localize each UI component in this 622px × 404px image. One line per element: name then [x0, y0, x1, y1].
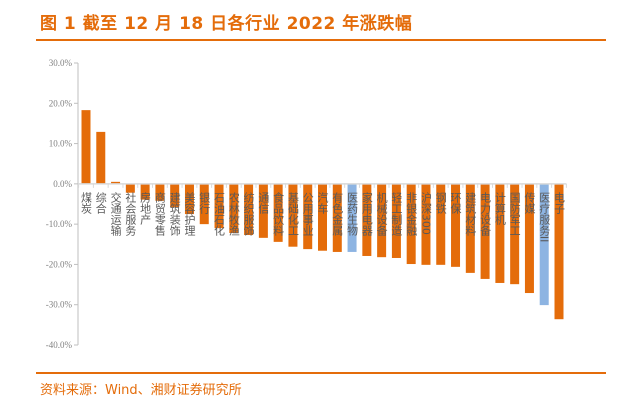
category-label: 有色金属	[331, 191, 344, 237]
category-label: 交通运输	[109, 191, 122, 237]
y-tick-label: 10.0%	[49, 139, 73, 149]
bar	[111, 181, 121, 184]
bar	[96, 131, 106, 184]
top-divider	[36, 39, 606, 41]
category-label: 电子	[553, 192, 566, 214]
bar	[229, 183, 239, 234]
category-label: 食品饮料	[272, 191, 285, 237]
category-label: 传媒	[523, 192, 536, 215]
category-label: 国防军工	[508, 192, 521, 236]
y-tick-label: 0.0%	[53, 179, 72, 189]
y-tick-label: -10.0%	[46, 219, 73, 229]
source-note: 资料来源：Wind、湘财证券研究所	[40, 383, 242, 398]
category-label: 医药生物	[346, 192, 359, 236]
category-label: 房地产	[139, 192, 152, 226]
category-label: 沪深300	[419, 191, 432, 235]
category-label: 银行	[198, 191, 211, 215]
bar	[465, 183, 475, 273]
category-label: 商贸零售	[153, 191, 166, 237]
bar	[391, 183, 401, 258]
category-label: 基础化工	[286, 192, 299, 236]
category-label: 计算机	[493, 192, 506, 225]
bar	[214, 183, 224, 229]
category-label: 综合	[94, 191, 107, 214]
bar	[554, 183, 564, 320]
bar	[199, 183, 209, 225]
category-label: 建筑材料	[464, 191, 477, 237]
bar	[495, 183, 505, 283]
bar	[184, 183, 194, 215]
category-label: 社会服务	[124, 191, 137, 236]
category-label: 轻工制造	[390, 191, 403, 236]
bar	[436, 183, 446, 265]
y-tick-label: -20.0%	[46, 259, 73, 269]
figure-title: 图 1 截至 12 月 18 日各行业 2022 年涨跌幅	[40, 14, 413, 34]
category-label: 石油石化	[213, 192, 226, 237]
bar	[480, 183, 490, 279]
category-label: 纺织服饰	[242, 191, 255, 236]
bar	[362, 183, 372, 256]
bar	[347, 183, 357, 252]
bar	[451, 183, 461, 267]
bottom-divider	[36, 372, 606, 374]
category-label: 通信	[257, 192, 270, 215]
category-label: 汽车	[316, 191, 329, 215]
bar	[318, 183, 327, 251]
bar	[170, 183, 180, 208]
category-label: 环保	[449, 192, 462, 215]
category-label: 医疗服务II	[538, 192, 551, 243]
category-label: 机械设备	[375, 191, 388, 237]
bar	[406, 183, 416, 265]
category-label: 煤炭	[80, 192, 93, 215]
category-label: 公用事业	[301, 192, 314, 236]
bar	[125, 183, 135, 193]
y-tick-label: -40.0%	[46, 340, 73, 350]
bar	[421, 183, 431, 265]
bar	[244, 183, 254, 236]
bar	[332, 183, 342, 252]
y-tick-label: 20.0%	[49, 98, 73, 108]
bar	[377, 183, 387, 258]
y-tick-label: -30.0%	[46, 300, 73, 310]
bar	[510, 183, 520, 285]
y-tick-label: 30.0%	[49, 58, 73, 68]
bar	[81, 110, 91, 184]
category-label: 非银金融	[405, 192, 418, 237]
bar	[288, 183, 298, 247]
bar	[273, 183, 283, 242]
bar	[155, 183, 165, 201]
category-label: 农林牧渔	[227, 191, 240, 237]
bar	[303, 183, 313, 250]
category-label: 电力设备	[479, 192, 492, 237]
category-label: 钢铁	[434, 192, 447, 214]
bar	[140, 183, 150, 200]
bar	[524, 183, 534, 294]
category-label: 美容护理	[183, 192, 196, 236]
category-label: 建筑装饰	[168, 191, 181, 236]
bar	[258, 183, 268, 238]
category-label: 家用电器	[360, 191, 373, 237]
bar	[539, 183, 549, 306]
